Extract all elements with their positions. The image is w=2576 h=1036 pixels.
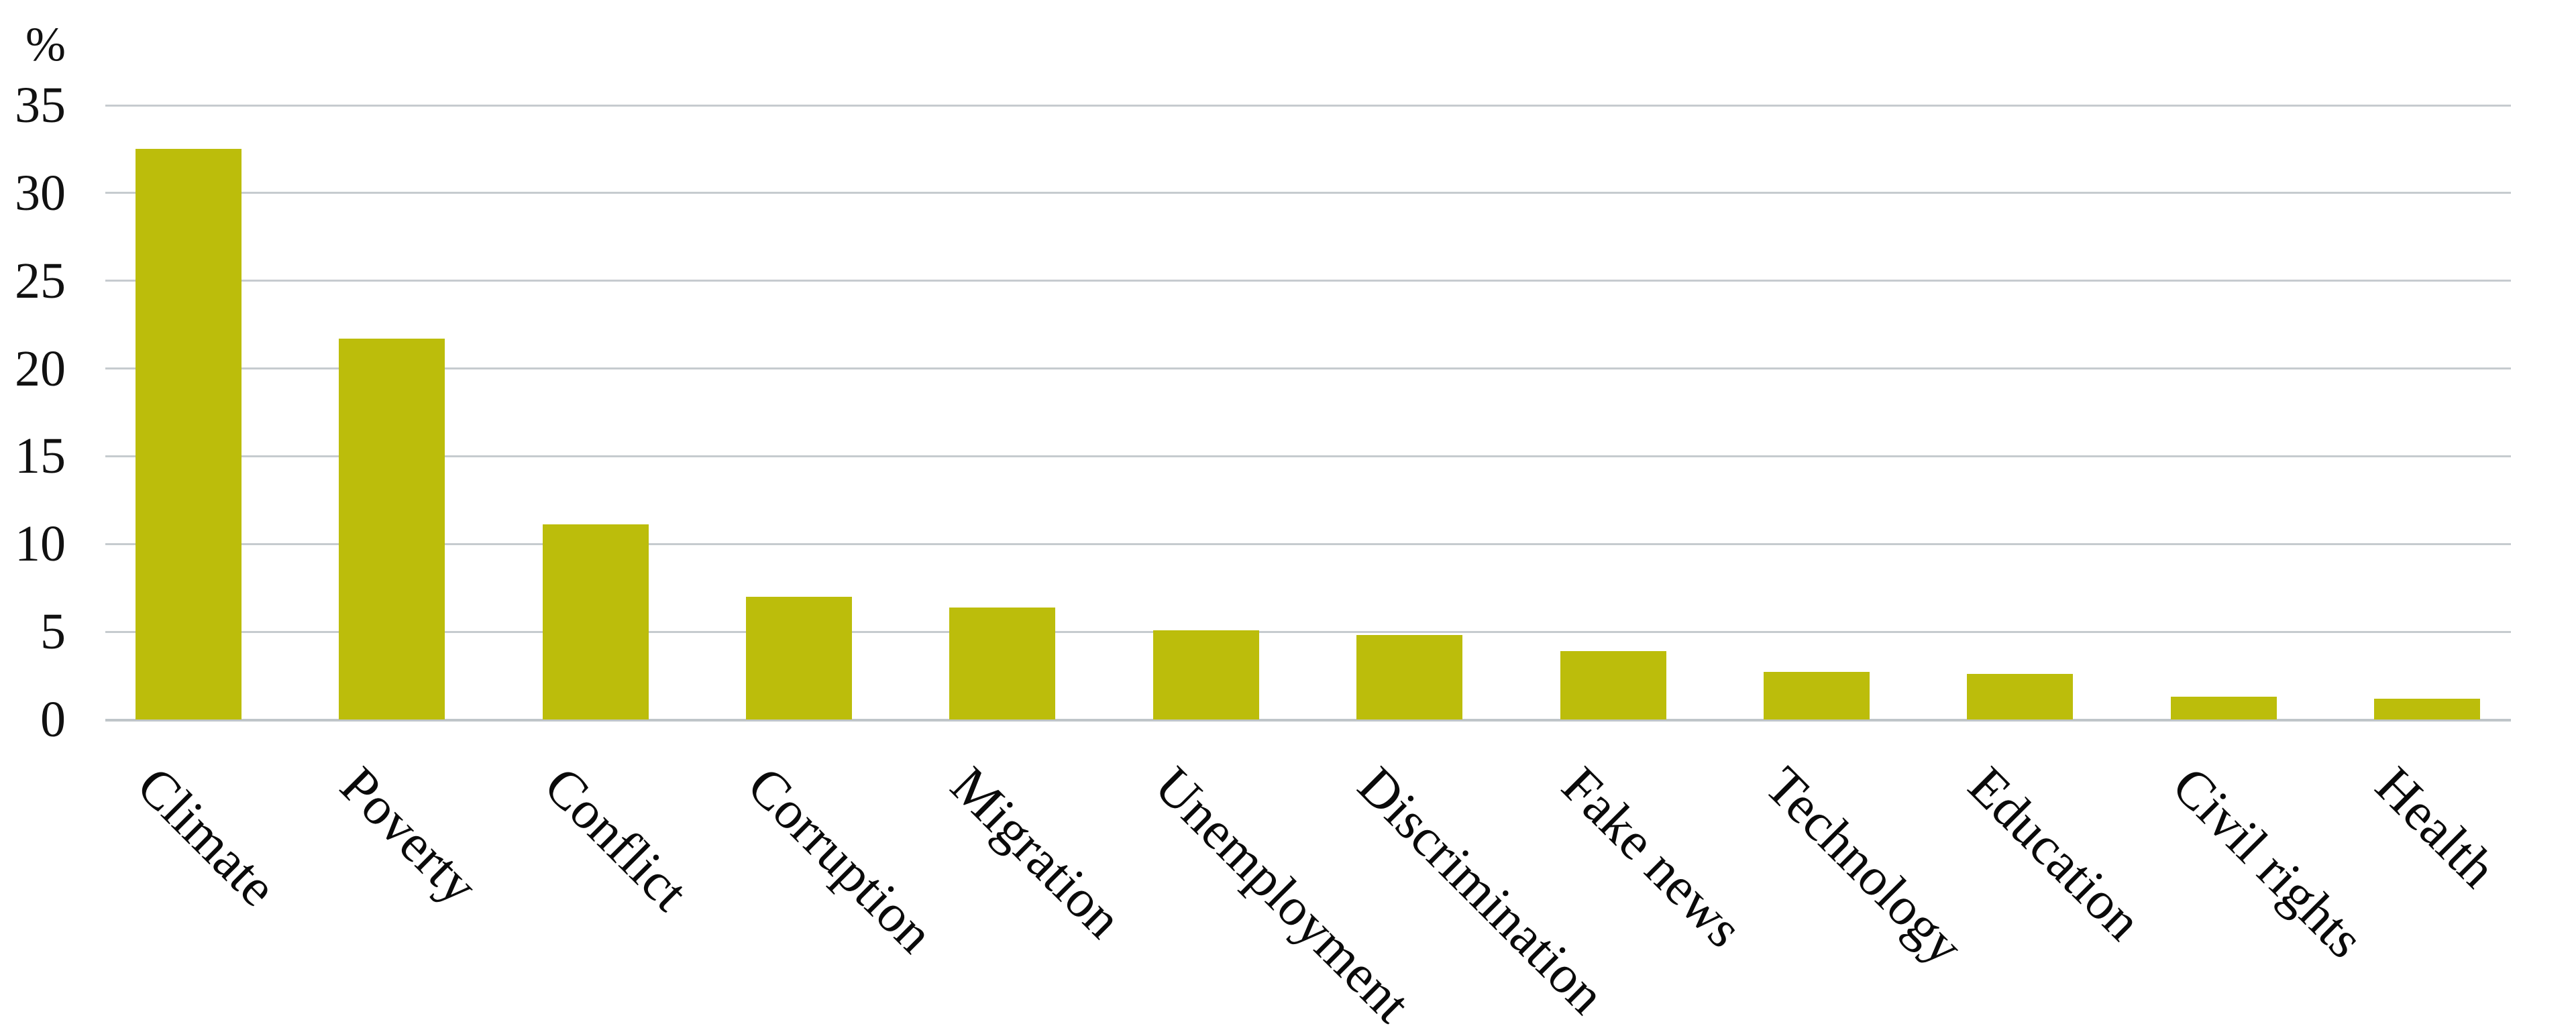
y-tick-label-30: 30 [15,164,66,221]
x-label-poverty: Poverty [329,756,489,916]
gridline-25 [105,280,2511,282]
y-tick-label-25: 25 [15,252,66,309]
bar-fake-news [1560,650,1666,720]
gridline-5 [105,630,2511,633]
gridline-30 [105,192,2511,194]
x-label-technology: Technology [1754,756,1974,976]
bar-conflict [542,524,649,720]
x-label-health: Health [2364,756,2508,899]
x-label-fake-news: Fake news [1550,756,1754,960]
x-label-conflict: Conflict [533,756,699,923]
y-tick-label-15: 15 [15,428,66,485]
bar-unemployment [1152,630,1259,720]
bar-education [1967,673,2074,720]
bar-climate [136,149,241,720]
gridline-35 [105,104,2511,107]
bar-corruption [746,596,853,720]
x-label-climate: Climate [125,756,288,918]
gridline-0 [105,718,2511,722]
bar-poverty [339,339,445,720]
x-label-education: Education [1957,756,2153,952]
x-label-corruption: Corruption [736,756,945,964]
bar-technology [1763,672,1870,720]
gridline-20 [105,367,2511,370]
y-tick-label-5: 5 [40,603,66,660]
y-tick-label-20: 20 [15,340,66,397]
bar-discrimination [1356,635,1463,720]
y-tick-label-35: 35 [15,77,66,133]
bar-migration [949,607,1056,720]
bar-civil-rights [2170,696,2277,720]
gridline-10 [105,542,2511,545]
y-tick-label-10: 10 [15,516,66,573]
x-label-migration: Migration [939,756,1134,949]
y-axis-unit-label: % [25,17,66,71]
x-label-civil-rights: Civil rights [2160,756,2375,970]
gridline-15 [105,455,2511,457]
y-tick-label-0: 0 [40,691,66,748]
bar-health [2373,698,2480,720]
